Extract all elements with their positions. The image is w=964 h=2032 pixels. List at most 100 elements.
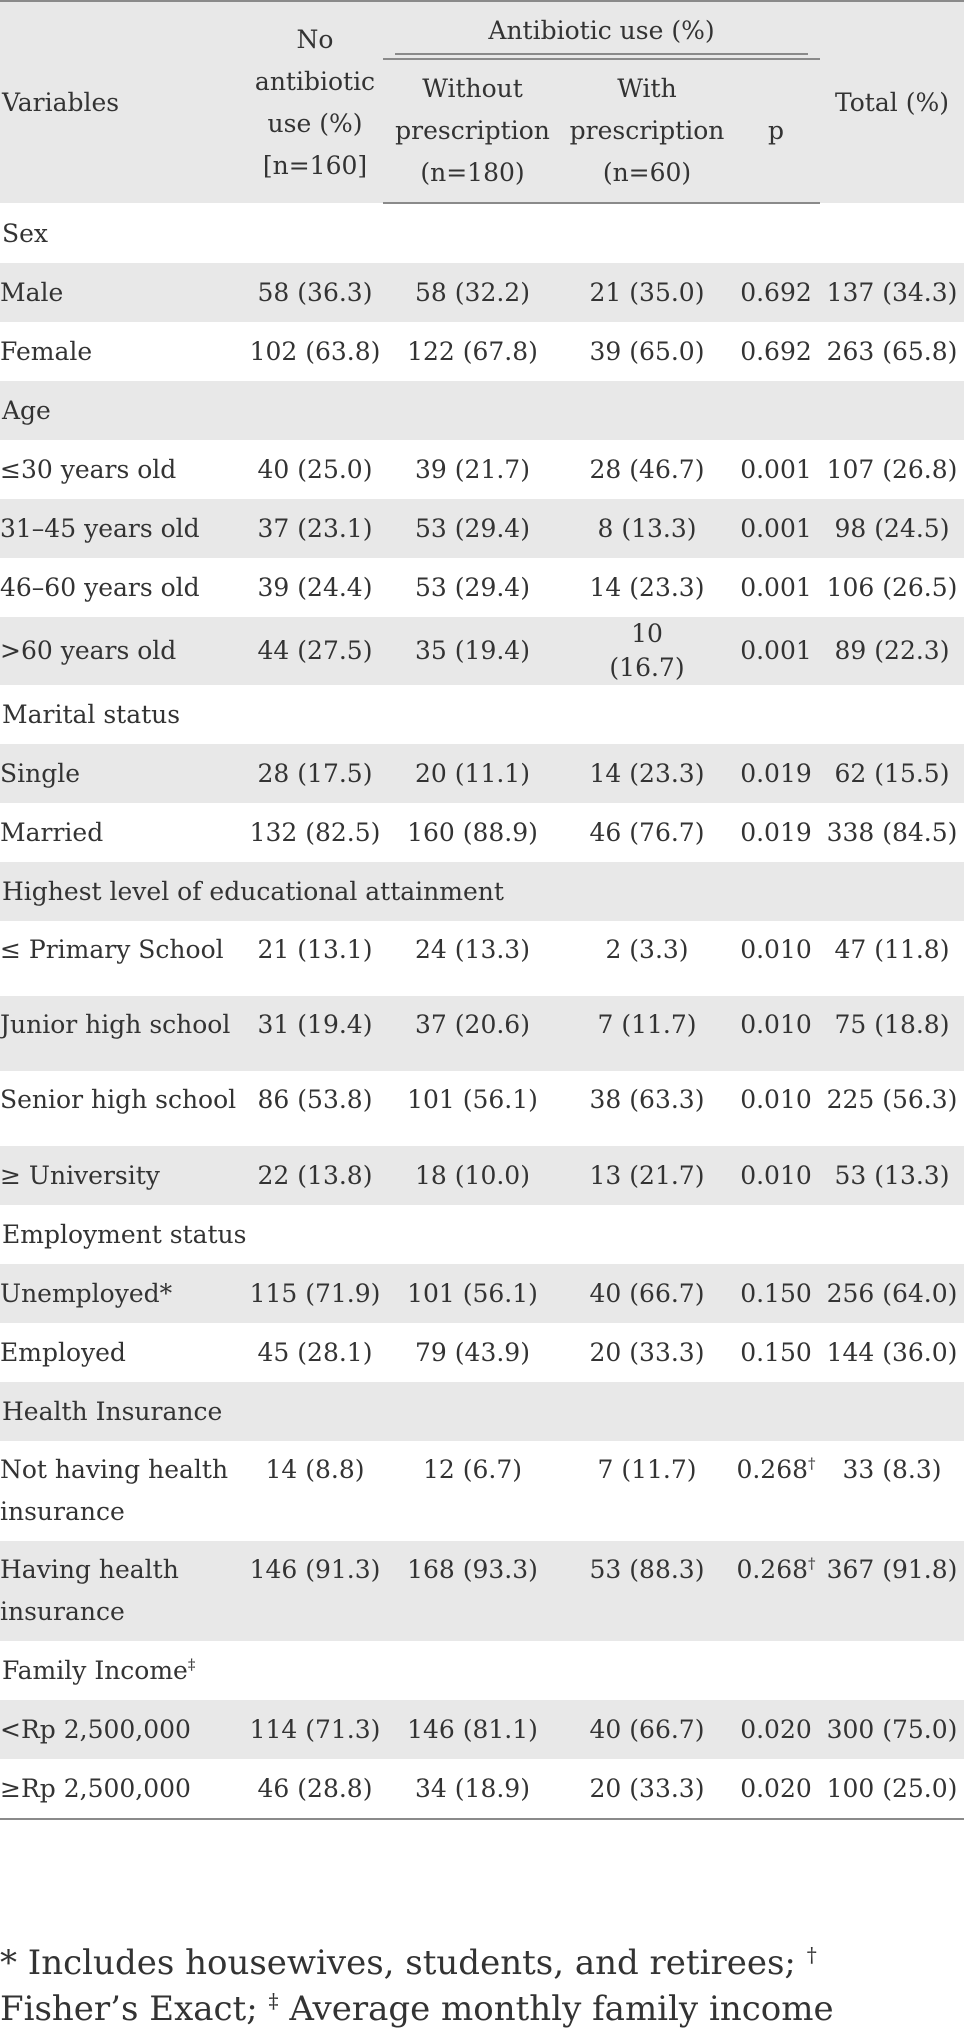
cell-no-antibiotic-text: 14 (8.8) <box>265 1455 365 1484</box>
cell-p: 0.001 <box>732 499 820 558</box>
cell-p: 0.019 <box>732 803 820 862</box>
cell-with-prescription: 10 (16.7) <box>562 617 732 685</box>
cell-no-antibiotic: 21 (13.1) <box>247 921 383 996</box>
row-label: Unemployed* <box>0 1264 247 1323</box>
table-row: Having health insurance 146 (91.3) 168 (93… <box>0 1541 964 1641</box>
group-row: Age <box>0 381 964 440</box>
table-row: >60 years old 44 (27.5) 35 (19.4) 10 (16.7)… <box>0 617 964 685</box>
group-label: Marital status <box>0 685 964 744</box>
p-mark: † <box>808 1454 816 1473</box>
cell-no-antibiotic: 37 (23.1) <box>247 499 383 558</box>
cell-without-prescription-text: 101 (56.1) <box>407 1085 538 1114</box>
cell-without-prescription-text: 168 (93.3) <box>407 1555 538 1584</box>
cell-without-prescription-text: 39 (21.7) <box>415 454 530 484</box>
p-mark: † <box>808 1554 816 1573</box>
cell-with-prescription-text: 10 (16.7) <box>609 619 685 682</box>
cell-p: 0.268† <box>732 1441 820 1541</box>
cell-total-text: 300 (75.0) <box>826 1714 958 1744</box>
cell-no-antibiotic: 132 (82.5) <box>247 803 383 862</box>
cell-p: 0.001 <box>732 558 820 617</box>
cell-with-prescription: 21 (35.0) <box>562 263 732 322</box>
table-row: ≥ University 22 (13.8) 18 (10.0) 13 (21.7) 0… <box>0 1146 964 1205</box>
table-row: ≤ Primary School 21 (13.1) 24 (13.3) 2 (3.3… <box>0 921 964 996</box>
cell-total: 338 (84.5) <box>820 803 964 862</box>
cell-total: 100 (25.0) <box>820 1759 964 1820</box>
cell-p: 0.001 <box>732 440 820 499</box>
cell-no-antibiotic-text: 31 (19.4) <box>257 1010 373 1039</box>
row-label: ≤ Primary School <box>0 921 247 996</box>
cell-without-prescription: 58 (32.2) <box>383 263 562 322</box>
row-label: Not having health insurance <box>0 1441 247 1541</box>
cell-p: 0.150 <box>732 1323 820 1382</box>
cell-without-prescription: 53 (29.4) <box>383 499 562 558</box>
cell-with-prescription: 7 (11.7) <box>562 996 732 1071</box>
cell-total: 367 (91.8) <box>820 1541 964 1641</box>
cell-total: 225 (56.3) <box>820 1071 964 1146</box>
cell-without-prescription: 34 (18.9) <box>383 1759 562 1820</box>
group-label-text: Highest level of educational attainment <box>2 876 504 906</box>
cell-no-antibiotic: 146 (91.3) <box>247 1541 383 1641</box>
cell-total-text: 256 (64.0) <box>826 1278 958 1308</box>
cell-total-text: 33 (8.3) <box>842 1455 942 1484</box>
cell-p-text: 0.020 <box>740 1773 812 1803</box>
cell-without-prescription-text: 35 (19.4) <box>415 636 530 665</box>
cell-without-prescription: 35 (19.4) <box>383 617 562 685</box>
cell-p: 0.692 <box>732 263 820 322</box>
cell-total-text: 144 (36.0) <box>826 1337 958 1367</box>
table-row: Married 132 (82.5) 160 (88.9) 46 (76.7) 0.01… <box>0 803 964 862</box>
cell-without-prescription-text: 58 (32.2) <box>415 277 530 307</box>
cell-without-prescription-text: 12 (6.7) <box>422 1455 523 1484</box>
cell-no-antibiotic: 114 (71.3) <box>247 1700 383 1759</box>
group-label: Age <box>0 381 964 440</box>
header-variables: Variables <box>2 87 120 117</box>
header-no-antibiotic: No antibiotic use (%) [n=160] <box>254 24 376 180</box>
group-row: Sex <box>0 203 964 263</box>
cell-without-prescription-text: 37 (20.6) <box>415 1010 530 1039</box>
cell-no-antibiotic: 115 (71.9) <box>247 1264 383 1323</box>
cell-total: 53 (13.3) <box>820 1146 964 1205</box>
header-without-prescription: Without prescription (n=180) <box>383 59 562 204</box>
cell-p-text: 0.150 <box>740 1337 812 1367</box>
cell-without-prescription: 79 (43.9) <box>383 1323 562 1382</box>
cell-no-antibiotic: 31 (19.4) <box>247 996 383 1071</box>
cell-with-prescription: 40 (66.7) <box>562 1264 732 1323</box>
cell-with-prescription-text: 2 (3.3) <box>605 935 689 964</box>
footnote-mark-dagger: † <box>806 1942 817 1967</box>
cell-total: 62 (15.5) <box>820 744 964 803</box>
row-label-text: Female <box>0 336 93 366</box>
cell-no-antibiotic: 44 (27.5) <box>247 617 383 685</box>
table-row: Female 102 (63.8) 122 (67.8) 39 (65.0) 0.692… <box>0 322 964 381</box>
row-label-text: Junior high school <box>0 1010 231 1039</box>
cell-with-prescription: 20 (33.3) <box>562 1759 732 1820</box>
cell-no-antibiotic-text: 102 (63.8) <box>249 336 381 366</box>
cell-with-prescription: 14 (23.3) <box>562 558 732 617</box>
cell-p: 0.020 <box>732 1759 820 1820</box>
cell-without-prescription-text: 122 (67.8) <box>407 336 538 366</box>
cell-with-prescription-text: 21 (35.0) <box>589 277 705 307</box>
row-label: ≥Rp 2,500,000 <box>0 1759 247 1820</box>
cell-without-prescription-text: 160 (88.9) <box>407 817 538 847</box>
row-label: Having health insurance <box>0 1541 247 1641</box>
cell-total-text: 98 (24.5) <box>834 513 950 543</box>
group-label: Highest level of educational attainment <box>0 862 964 921</box>
table-row: Senior high school 86 (53.8) 101 (56.1) 38 … <box>0 1071 964 1146</box>
cell-no-antibiotic-text: 46 (28.8) <box>257 1773 373 1803</box>
cell-p-text: 0.268 <box>736 1455 809 1484</box>
cell-no-antibiotic-text: 28 (17.5) <box>257 758 373 788</box>
cell-with-prescription-text: 7 (11.7) <box>597 1010 697 1039</box>
cell-with-prescription: 7 (11.7) <box>562 1441 732 1541</box>
row-label-text: Senior high school <box>0 1085 237 1114</box>
row-label: 46–60 years old <box>0 558 247 617</box>
cell-without-prescription: 160 (88.9) <box>383 803 562 862</box>
row-label-text: Employed <box>0 1337 126 1367</box>
cell-total-text: 100 (25.0) <box>826 1773 958 1803</box>
antibiotic-use-table: Variables No antibiotic use (%) [n=160] … <box>0 1 964 1820</box>
cell-no-antibiotic-text: 115 (71.9) <box>249 1278 381 1308</box>
row-label: ≥ University <box>0 1146 247 1205</box>
row-label: Female <box>0 322 247 381</box>
group-label: Family Income‡ <box>0 1641 964 1700</box>
cell-with-prescription: 46 (76.7) <box>562 803 732 862</box>
cell-no-antibiotic-text: 40 (25.0) <box>257 454 373 484</box>
cell-total-text: 225 (56.3) <box>826 1085 958 1114</box>
